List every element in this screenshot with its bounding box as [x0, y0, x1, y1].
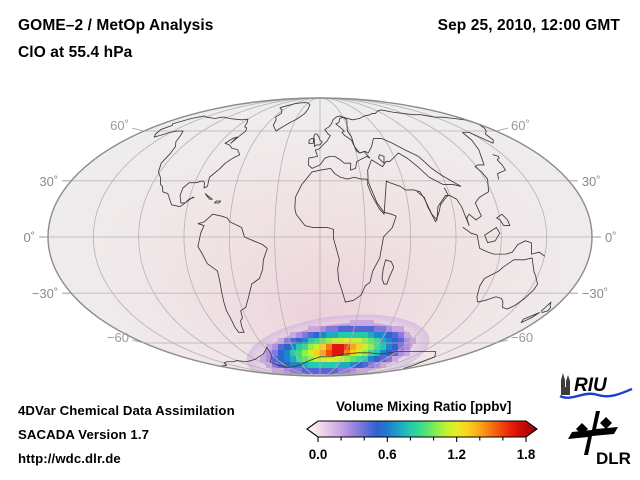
dlr-symbol	[568, 411, 618, 455]
lat-label: 30˚	[39, 174, 58, 189]
lat-label: 0˚	[23, 230, 35, 245]
lat-tick-inner	[131, 339, 145, 344]
page-title: GOME–2 / MetOp Analysis	[18, 17, 214, 34]
colorbar-tick-label: 1.2	[447, 447, 466, 462]
coastline	[416, 187, 449, 223]
lat-label: 0˚	[605, 230, 617, 245]
coastline	[307, 115, 371, 171]
coastline	[492, 154, 506, 180]
lat-label: 60˚	[511, 118, 530, 133]
plume-halo	[246, 314, 430, 376]
riu-wave	[559, 387, 633, 399]
colorbar-ticks	[317, 437, 527, 442]
dlr-mark: DLR	[568, 411, 631, 468]
lat-label: −60	[511, 330, 533, 345]
coastline	[272, 102, 311, 132]
coastline	[204, 193, 213, 200]
lat-tick-inner	[131, 127, 145, 132]
footer-line-3[interactable]: http://wdc.dlr.de	[18, 451, 121, 466]
colorbar-tick-label: 0.6	[378, 447, 397, 462]
riu-tower-base	[561, 387, 570, 395]
coastline	[313, 133, 323, 147]
riu-logo: RIU	[559, 373, 633, 399]
dlr-symbol-node-left	[576, 423, 588, 435]
coastline	[378, 154, 385, 164]
map-labels: 30˚ 30˚ 0˚ 0˚ −30˚ −30˚ 60˚ 60˚ −60 −60	[23, 118, 616, 345]
footer-line-2: SACADA Version 1.7	[18, 427, 150, 442]
coastline	[541, 301, 552, 313]
coastline	[476, 257, 538, 310]
riu-mark: RIU	[559, 373, 633, 399]
lat-tick-inner	[495, 339, 509, 344]
colorbar-title: Volume Mixing Ratio [ppbv]	[336, 399, 512, 414]
coastline	[197, 213, 268, 333]
lat-label: 30˚	[582, 174, 601, 189]
dlr-symbol-node-right	[600, 417, 612, 429]
coastline	[342, 109, 494, 227]
coastline	[153, 115, 249, 208]
coastline	[219, 346, 437, 369]
world-map: 30˚ 30˚ 0˚ 0˚ −30˚ −30˚ 60˚ 60˚ −60 −60	[23, 97, 617, 377]
colorbar-tick-label: 1.8	[516, 447, 536, 462]
coastline	[294, 167, 397, 303]
colorbar-tick-label: 0.0	[308, 447, 328, 462]
lat-tick-inner	[495, 127, 509, 132]
dlr-wordmark: DLR	[596, 449, 631, 468]
coastline	[484, 227, 501, 244]
coastline	[462, 227, 545, 257]
riu-wordmark: RIU	[574, 375, 608, 396]
coastline	[308, 138, 315, 144]
dlr-logo: DLR	[568, 411, 631, 468]
lat-label: −30˚	[32, 286, 58, 301]
coastlines	[153, 102, 552, 369]
datetime-label: Sep 25, 2010, 12:00 GMT	[437, 17, 620, 34]
coastline	[381, 259, 395, 285]
coastline	[214, 200, 222, 204]
lat-label: 60˚	[110, 118, 129, 133]
coastline	[520, 312, 540, 324]
lat-label: −30˚	[582, 286, 608, 301]
coastline	[496, 213, 511, 227]
species-level-label: ClO at 55.4 hPa	[18, 44, 133, 61]
lat-label: −60	[107, 330, 129, 345]
footer-line-1: 4DVar Chemical Data Assimilation	[18, 403, 235, 418]
colorbar-gradient	[306, 420, 538, 438]
colorbar	[306, 420, 538, 442]
